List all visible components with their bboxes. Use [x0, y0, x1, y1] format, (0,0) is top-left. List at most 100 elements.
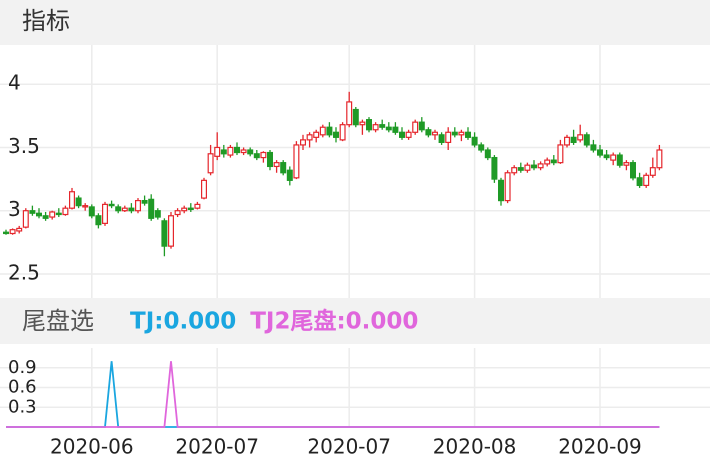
candle-body	[319, 126, 326, 136]
candle-body	[220, 149, 227, 155]
candle-body	[141, 199, 148, 204]
candle-body	[405, 131, 412, 138]
candle-body	[432, 131, 439, 136]
candle-body	[88, 206, 95, 217]
candle-body	[286, 169, 293, 181]
candle-body	[603, 154, 610, 159]
candle-body	[260, 151, 267, 159]
candle-body	[511, 167, 518, 174]
legend-entry: TJ2尾盘:0.000	[250, 308, 418, 335]
candle-body	[234, 146, 241, 154]
candle-body	[75, 197, 82, 207]
candle-body	[563, 136, 570, 146]
candle-body	[451, 131, 458, 136]
candle-body	[187, 207, 194, 211]
candle-body	[583, 134, 590, 146]
candle-body	[412, 121, 419, 133]
candle-body	[247, 149, 254, 155]
legend-entry: TJ:0.000	[130, 309, 236, 335]
y-tick-label: 3.5	[8, 134, 40, 158]
candle-body	[95, 215, 102, 226]
candle-body	[425, 129, 432, 136]
candle-body	[484, 149, 491, 159]
header-bar	[0, 0, 710, 45]
candle-body	[438, 134, 445, 144]
candle-body	[115, 206, 122, 212]
candle-body	[346, 101, 353, 126]
indicator-bar	[0, 298, 710, 344]
candle-body	[333, 131, 340, 138]
candle-body	[161, 220, 168, 247]
candle-body	[471, 136, 478, 146]
candle-body	[101, 203, 108, 224]
candle-body	[352, 108, 359, 126]
candle-body	[280, 162, 287, 174]
candle-body	[478, 144, 485, 151]
candle-body	[649, 167, 656, 176]
candle-body	[445, 131, 452, 144]
candle-body	[9, 229, 16, 235]
candle-body	[643, 174, 650, 187]
candle-body	[68, 191, 75, 209]
candle-body	[326, 126, 333, 136]
candle-body	[550, 159, 557, 164]
candle-body	[82, 205, 89, 208]
candle-body	[273, 162, 280, 168]
candle-body	[537, 163, 544, 169]
candle-body	[399, 131, 406, 138]
candle-body	[135, 199, 142, 212]
candle-body	[596, 149, 603, 156]
candle-body	[49, 211, 56, 218]
candle-body	[517, 167, 524, 171]
candle-body	[306, 134, 313, 141]
x-tick-label: 2020-09	[558, 435, 642, 459]
candle-body	[42, 215, 49, 219]
candle-body	[544, 159, 551, 165]
candle-body	[174, 210, 181, 216]
candle-body	[16, 227, 23, 232]
y-tick-label: 0.6	[8, 377, 37, 398]
candle-body	[55, 212, 62, 216]
y-tick-label: 3	[8, 197, 21, 221]
candle-body	[504, 172, 511, 202]
candle-body	[656, 149, 663, 169]
candle-body	[267, 151, 274, 168]
panel-title: 指标	[22, 7, 70, 35]
candle-body	[372, 124, 379, 131]
candle-body	[366, 119, 373, 131]
y-tick-label: 0.3	[8, 396, 37, 417]
candle-body	[207, 153, 214, 174]
candle-body	[29, 210, 36, 214]
candle-body	[35, 212, 42, 217]
candle-body	[458, 131, 465, 136]
candle-body	[168, 215, 175, 247]
indicator-line	[6, 361, 660, 428]
candle-body	[610, 154, 617, 161]
candle-body	[498, 179, 505, 202]
candle-body	[491, 156, 498, 180]
candle-body	[2, 231, 10, 235]
candle-body	[465, 131, 472, 138]
candle-body	[300, 139, 307, 146]
y-tick-label: 4	[8, 71, 21, 95]
candle-body	[570, 136, 577, 144]
indicator-line	[6, 361, 660, 428]
candle-body	[154, 210, 161, 218]
candle-body	[392, 126, 399, 133]
candle-body	[108, 203, 115, 207]
candle-body	[629, 162, 636, 179]
candle-body	[121, 207, 128, 212]
candle-body	[62, 207, 69, 216]
candle-body	[524, 164, 531, 171]
candle-body	[194, 203, 201, 209]
candle-body	[148, 198, 155, 219]
candle-body	[227, 146, 234, 156]
x-tick-label: 2020-07	[175, 435, 259, 459]
candle-body	[590, 144, 597, 151]
candle-body	[240, 149, 247, 154]
candle-body	[616, 154, 623, 166]
candle-body	[557, 144, 564, 164]
candle-body	[22, 210, 29, 228]
candle-body	[214, 146, 221, 157]
